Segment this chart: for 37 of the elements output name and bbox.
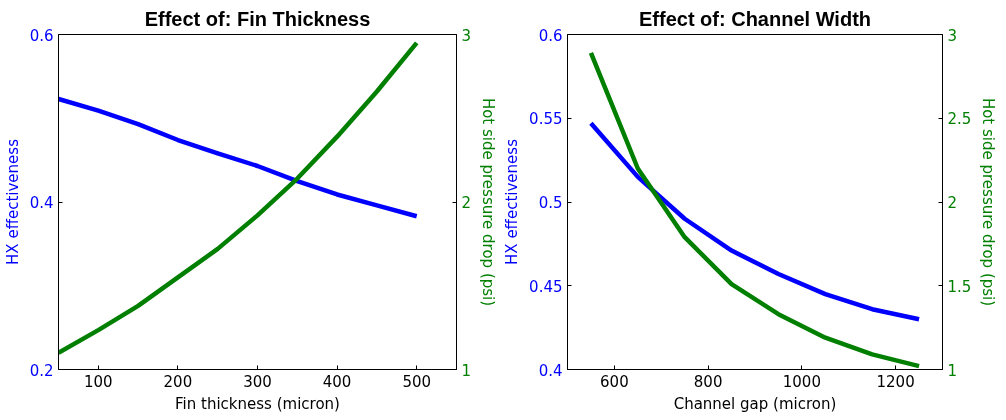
y-tick-label: 0.4: [29, 194, 54, 212]
x-tick-label: 300: [243, 372, 272, 391]
x-tick-label: 200: [163, 372, 193, 391]
y2-tick-label: 2.5: [947, 110, 972, 129]
x-axis-title: Channel gap (micron): [673, 394, 837, 413]
line-series: [588, 121, 922, 322]
y2-axis-title: Hot side pressure drop (psi): [479, 97, 498, 307]
line-series: [588, 50, 922, 369]
x-tick-label: 1200: [876, 372, 915, 391]
x-tick-label: 500: [402, 372, 432, 391]
chart-title: Effect of: Fin Thickness: [144, 7, 371, 30]
y-tick-label: 0.6: [29, 26, 54, 45]
y-axis-title: HX effectiveness: [503, 138, 522, 265]
x-tick-label: 1000: [782, 372, 821, 391]
y-tick-label: 0.4: [538, 361, 563, 380]
line-series: [58, 96, 419, 219]
x-axis-title: Fin thickness (micron): [175, 394, 340, 413]
y-axis-title: HX effectiveness: [3, 138, 22, 265]
y-tick-label: 0.2: [29, 361, 54, 380]
x-tick-label: 400: [322, 372, 352, 391]
line-series: [58, 40, 419, 355]
chart-title: Effect of: Channel Width: [638, 7, 872, 30]
y-tick-label: 0.55: [529, 110, 563, 129]
x-tick-label: 800: [693, 372, 723, 391]
y2-tick-label: 2: [947, 194, 958, 212]
y2-tick-label: 2: [461, 194, 472, 212]
y-tick-label: 0.45: [529, 277, 563, 296]
y2-tick-label: 1.5: [947, 277, 972, 296]
y2-tick-label: 1: [461, 361, 472, 380]
y2-tick-label: 3: [947, 26, 958, 45]
y2-axis-title: Hot side pressure drop (psi): [979, 97, 998, 307]
y2-tick-label: 1: [947, 361, 958, 380]
x-tick-label: 100: [83, 372, 113, 391]
y2-tick-label: 3: [461, 26, 472, 45]
x-tick-label: 600: [600, 372, 629, 391]
y-tick-label: 0.6: [538, 26, 563, 45]
y-tick-label: 0.5: [538, 194, 563, 212]
